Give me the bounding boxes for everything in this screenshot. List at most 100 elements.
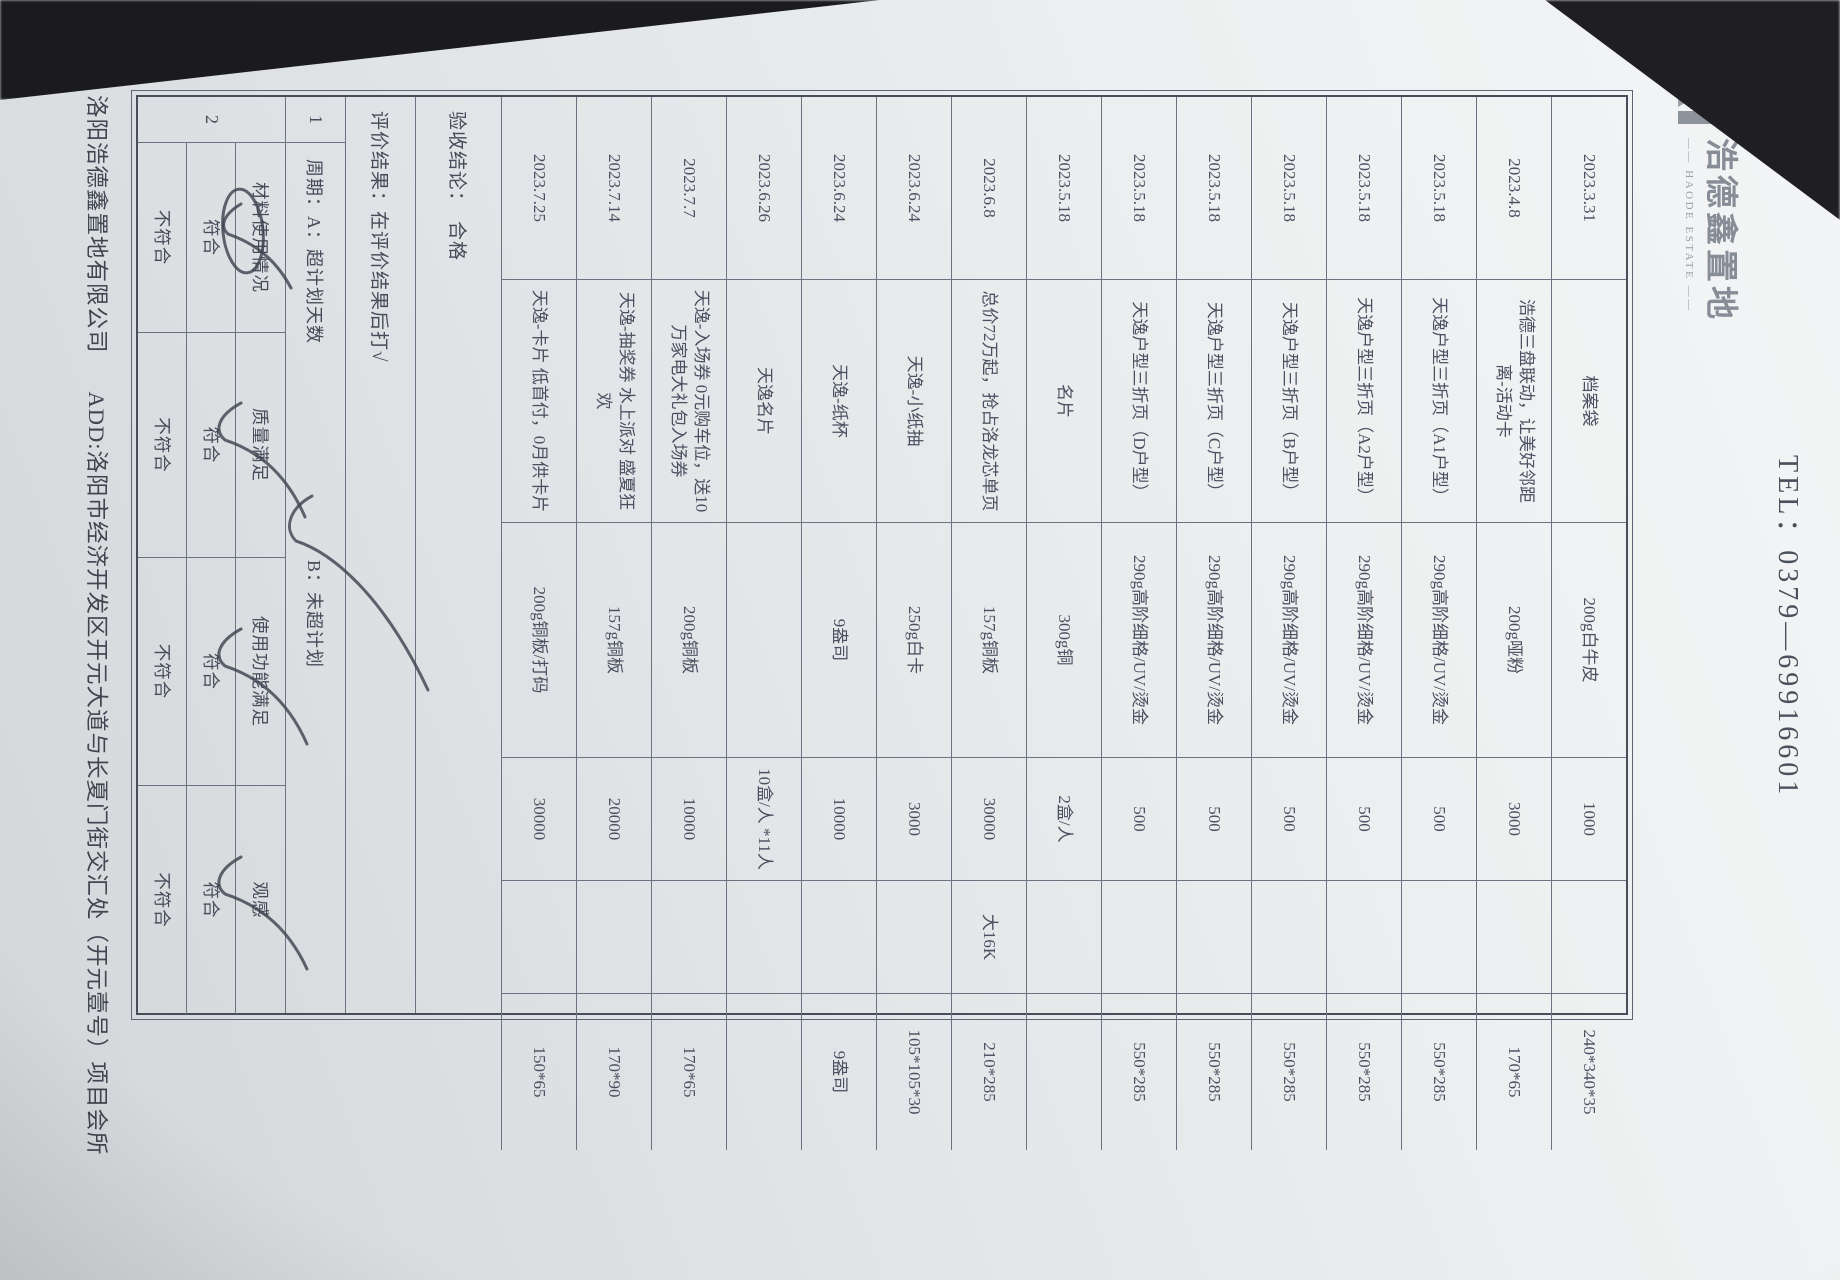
cell-name: 浩德三盘联动，让美好邻距离-活动卡 <box>1476 279 1552 523</box>
cell-material: 290g高阶细格/UV/烫金 <box>1251 522 1327 758</box>
company-logo-name: 浩德鑫置地 <box>1702 138 1738 323</box>
cell-spec <box>876 880 952 994</box>
cell-spec <box>501 880 577 994</box>
evaluation-note-row: 评价结果：在评价结果后打√ <box>345 97 415 1013</box>
row-number: 1 <box>286 97 345 143</box>
cell-name: 天逸户型三折页（A2户型） <box>1326 279 1402 523</box>
table-row: 2023.5.18 名片 300g铜 2盒/人 <box>1026 97 1102 1150</box>
cell-size: 550*285 <box>1251 993 1327 1150</box>
cell-spec <box>1026 880 1102 994</box>
table-row: 2023.6.26 天逸名片 10盒/人 *11人 <box>726 97 802 1150</box>
company-logo-tagline: —— HAODE ESTATE —— <box>1683 138 1695 313</box>
cell-material: 200g白牛皮 <box>1551 522 1626 758</box>
cell-material: 200g铜板 <box>651 522 727 758</box>
cell-spec <box>1251 880 1327 994</box>
cell-material: 290g高阶细格/UV/烫金 <box>1176 522 1252 758</box>
cell-material: 250g白卡 <box>876 522 952 758</box>
criterion-option-pass: 符合 <box>186 333 235 557</box>
cell-date: 2023.7.25 <box>501 97 577 280</box>
cell-date: 2023.6.8 <box>951 97 1027 280</box>
cell-quantity: 500 <box>1251 757 1327 881</box>
cell-material: 200g哑粉 <box>1476 522 1552 758</box>
cell-size: 170*90 <box>576 993 652 1150</box>
cell-name: 天逸-入场券 0元购车位，送10万家电大礼包入场券 <box>651 279 727 523</box>
cell-size: 9盎司 <box>801 993 877 1150</box>
cell-quantity: 500 <box>1326 757 1402 881</box>
cell-size: 170*65 <box>651 993 727 1150</box>
cell-size <box>1026 993 1102 1150</box>
cell-spec <box>1401 880 1477 994</box>
cell-date: 2023.5.18 <box>1401 97 1477 280</box>
cell-size <box>726 993 802 1150</box>
cell-quantity: 30000 <box>951 757 1027 881</box>
cell-name: 名片 <box>1026 279 1102 523</box>
table-row: 2023.6.24 天逸-小纸抽 250g白卡 3000 105*105*30 <box>876 97 952 1150</box>
cell-quantity: 3000 <box>1476 757 1552 881</box>
table-row: 2023.3.31 档案袋 200g白牛皮 1000 240*340*35 <box>1551 97 1626 1150</box>
criterion-group: 质量满足 符合 不符合 <box>138 333 285 558</box>
cell-spec <box>726 880 802 994</box>
period-option-a: 周期：A：超计划天数 <box>304 159 325 344</box>
criteria-row: 2 材料使用情况 符合 不符合 质量满足 符合 不符合 使用功能满足 符合 不符… <box>138 97 285 1014</box>
cell-date: 2023.7.7 <box>651 97 727 280</box>
cell-spec: 大16K <box>951 880 1027 994</box>
criterion-option-fail: 不符合 <box>151 643 172 700</box>
cell-date: 2023.7.14 <box>576 97 652 280</box>
cell-quantity: 3000 <box>876 757 952 881</box>
criterion-option-fail: 不符合 <box>151 209 172 266</box>
footer-company: 洛阳浩德鑫置地有限公司 <box>84 95 109 354</box>
cell-quantity: 2盒/人 <box>1026 757 1102 881</box>
cell-date: 2023.5.18 <box>1326 97 1402 280</box>
cell-material: 300g铜 <box>1026 522 1102 758</box>
cell-size: 550*285 <box>1176 993 1252 1150</box>
cell-name: 天逸户型三折页（B户型） <box>1251 279 1327 523</box>
cell-size: 550*285 <box>1326 993 1402 1150</box>
cell-name: 天逸-小纸抽 <box>876 279 952 523</box>
cell-material: 200g铜板/打码 <box>501 522 577 758</box>
cell-quantity: 1000 <box>1551 757 1626 881</box>
cell-date: 2023.4.8 <box>1476 97 1552 280</box>
cell-date: 2023.5.18 <box>1176 97 1252 280</box>
cell-date: 2023.6.24 <box>876 97 952 280</box>
cell-quantity: 500 <box>1401 757 1477 881</box>
cell-size: 105*105*30 <box>876 993 952 1150</box>
criterion-label: 使用功能满足 <box>234 558 285 785</box>
acceptance-conclusion-row: 验收结论： 合格 <box>415 97 501 1013</box>
cell-date: 2023.5.18 <box>1026 97 1102 280</box>
criterion-label: 质量满足 <box>234 333 285 557</box>
footer-line: 洛阳浩德鑫置地有限公司 ADD:洛阳市经济开发区开元大道与长夏门街交汇处（开元壹号… <box>82 95 114 1156</box>
criterion-row-period: 1 周期：A：超计划天数 B：未超计划 <box>285 97 345 1013</box>
cell-quantity: 500 <box>1176 757 1252 881</box>
cell-material: 157g铜板 <box>576 522 652 758</box>
cell-date: 2023.6.26 <box>726 97 802 280</box>
cell-spec <box>1476 880 1552 994</box>
cell-name: 天逸户型三折页（A1户型） <box>1401 279 1477 523</box>
cell-date: 2023.5.18 <box>1101 97 1177 280</box>
evaluation-note: 评价结果：在评价结果后打√ <box>368 111 389 363</box>
cell-name: 天逸户型三折页（C户型） <box>1176 279 1252 523</box>
cell-date: 2023.3.31 <box>1551 97 1626 280</box>
period-option-b: B：未超计划 <box>304 560 324 669</box>
cell-material: 290g高阶细格/UV/烫金 <box>1101 522 1177 758</box>
phone-number: TEL：0379—69916601 <box>1772 455 1803 799</box>
criterion-group: 使用功能满足 符合 不符合 <box>138 558 285 786</box>
cell-size: 240*340*35 <box>1551 993 1626 1150</box>
cell-material: 290g高阶细格/UV/烫金 <box>1326 522 1402 758</box>
cell-name: 档案袋 <box>1551 279 1626 523</box>
criterion-option-fail: 不符合 <box>151 417 172 473</box>
table-row: 2023.5.18 天逸户型三折页（B户型） 290g高阶细格/UV/烫金 50… <box>1251 97 1327 1150</box>
cell-name: 天逸-抽奖券 水上派对 盛夏狂欢 <box>576 279 652 523</box>
row-number: 2 <box>138 97 285 143</box>
criterion-option-pass: 符合 <box>186 143 235 332</box>
cell-name: 天逸户型三折页（D户型） <box>1101 279 1177 523</box>
conclusion-value: 合格 <box>446 221 467 262</box>
criterion-option-pass: 符合 <box>186 558 235 785</box>
cell-quantity: 10盒/人 *11人 <box>726 757 802 881</box>
footer-address: ADD:洛阳市经济开发区开元大道与长夏门街交汇处（开元壹号）项目会所 <box>84 391 109 1156</box>
criterion-label: 观感 <box>234 786 285 1014</box>
table-row: 2023.7.7 天逸-入场券 0元购车位，送10万家电大礼包入场券 200g铜… <box>651 97 727 1150</box>
table-row: 2023.5.18 天逸户型三折页（A2户型） 290g高阶细格/UV/烫金 5… <box>1326 97 1402 1150</box>
cell-size: 170*65 <box>1476 993 1552 1150</box>
cell-size: 150*65 <box>501 993 577 1150</box>
